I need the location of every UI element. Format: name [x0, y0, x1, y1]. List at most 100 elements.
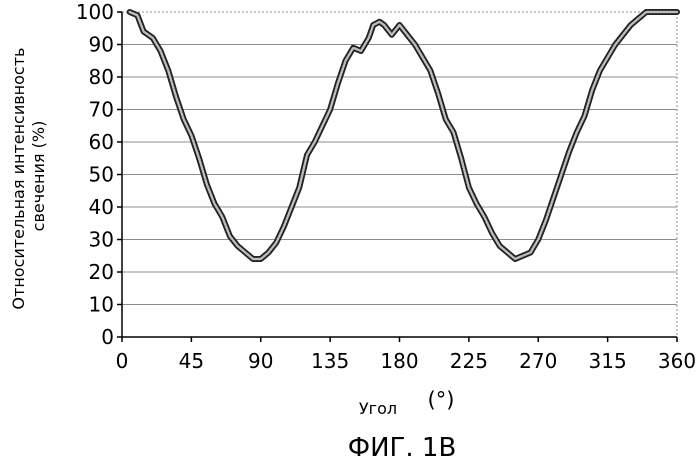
x-tick-label-3: 135	[311, 349, 349, 373]
series-0-point-12	[221, 216, 223, 218]
series-0-point-4	[160, 50, 162, 52]
series-0-point-19	[275, 242, 277, 244]
y-tick-label-8: 80	[89, 65, 114, 89]
series-0-point-20	[283, 226, 285, 228]
series-0-point-70	[661, 11, 663, 13]
y-tick-label-10: 100	[76, 0, 114, 24]
series-0-point-42	[445, 118, 447, 120]
series-0-point-49	[499, 245, 501, 247]
series-0-point-71	[668, 11, 670, 13]
y-tick-label-2: 20	[89, 260, 114, 284]
y-tick-label-4: 40	[89, 195, 114, 219]
y-axis-label-line-2: свечения (%)	[29, 121, 48, 232]
series-line-outer-0	[130, 12, 677, 259]
series-0-point-68	[645, 11, 647, 13]
y-tick-label-9: 90	[89, 33, 114, 57]
series-0-point-11	[214, 203, 216, 205]
series-0-point-13	[229, 235, 231, 237]
figure-caption: ФИГ. 1В	[348, 433, 457, 463]
series-0-point-59	[576, 131, 578, 133]
series-0-point-15	[245, 252, 247, 254]
series-0-point-56	[553, 196, 555, 198]
y-tick-label-5: 50	[89, 163, 114, 187]
series-line-inner-0	[130, 12, 677, 259]
series-0-point-48	[491, 232, 493, 234]
series-0-point-33	[379, 21, 381, 23]
series-0-point-5	[167, 70, 169, 72]
y-tick-label-1: 10	[89, 293, 114, 317]
x-tick-label-4: 180	[380, 349, 418, 373]
y-axis-label-line-1: Относительная интенсивность	[9, 48, 28, 310]
y-tick-labels: 0 10 20 30 40 50 60 70 80 90 100	[76, 0, 122, 349]
x-tick-labels: 0 45 90 135 180 225 270 315 360	[116, 337, 696, 373]
series-0-point-32	[372, 24, 374, 26]
series-0-point-29	[352, 47, 354, 49]
series-0-point-41	[437, 92, 439, 94]
x-tick-label-0: 0	[116, 349, 129, 373]
series-layer	[129, 11, 678, 260]
series-0-point-35	[391, 34, 393, 36]
series-0-point-58	[568, 151, 570, 153]
y-tick-label-3: 30	[89, 228, 114, 252]
series-0-point-28	[345, 60, 347, 62]
series-0-point-50	[507, 252, 509, 254]
x-tick-label-7: 315	[589, 349, 627, 373]
series-0-point-37	[406, 34, 408, 36]
series-0-point-72	[676, 11, 678, 13]
series-0-point-38	[414, 44, 416, 46]
series-0-point-36	[399, 24, 401, 26]
series-0-point-55	[545, 219, 547, 221]
series-0-point-47	[483, 216, 485, 218]
series-0-point-43	[453, 131, 455, 133]
x-tick-label-1: 45	[179, 349, 204, 373]
y-tick-label-6: 60	[89, 130, 114, 154]
x-tick-label-5: 225	[450, 349, 488, 373]
x-axis-unit: (°)	[428, 388, 455, 412]
x-tick-label-2: 90	[248, 349, 273, 373]
y-tick-label-7: 70	[89, 98, 114, 122]
series-0-point-54	[537, 239, 539, 241]
series-0-point-27	[337, 83, 339, 85]
series-0-point-16	[252, 258, 254, 260]
series-0-point-30	[360, 50, 362, 52]
series-0-point-67	[638, 18, 640, 20]
series-0-point-53	[530, 252, 532, 254]
x-tick-label-6: 270	[519, 349, 557, 373]
series-0-point-52	[522, 255, 524, 257]
series-0-point-1	[137, 14, 139, 16]
series-0-point-21	[291, 206, 293, 208]
series-0-point-23	[306, 154, 308, 156]
series-0-point-26	[329, 109, 331, 111]
y-tick-label-0: 0	[101, 325, 114, 349]
series-0-point-14	[237, 245, 239, 247]
series-0-point-24	[314, 141, 316, 143]
x-tick-label-8: 360	[658, 349, 696, 373]
series-0-point-6	[175, 96, 177, 98]
series-0-point-45	[468, 187, 470, 189]
series-0-point-60	[584, 115, 586, 117]
series-0-point-66	[630, 24, 632, 26]
series-0-point-0	[129, 11, 131, 13]
series-0-point-31	[368, 37, 370, 39]
series-0-point-18	[268, 252, 270, 254]
series-0-point-7	[183, 118, 185, 120]
series-0-point-8	[191, 135, 193, 137]
series-0-point-25	[322, 125, 324, 127]
series-0-point-62	[599, 70, 601, 72]
series-0-point-64	[615, 44, 617, 46]
series-0-point-2	[143, 31, 145, 33]
series-0-point-46	[476, 203, 478, 205]
y-axis-label: Относительная интенсивность свечения (%)	[9, 42, 48, 309]
series-0-point-61	[591, 89, 593, 91]
series-0-point-39	[422, 57, 424, 59]
series-0-point-10	[206, 183, 208, 185]
series-0-point-22	[298, 187, 300, 189]
series-0-point-44	[460, 157, 462, 159]
series-0-point-51	[514, 258, 516, 260]
x-axis-label: Угол	[359, 399, 397, 418]
series-0-point-34	[383, 24, 385, 26]
series-0-point-63	[607, 57, 609, 59]
series-0-point-40	[430, 70, 432, 72]
series-0-point-57	[561, 174, 563, 176]
